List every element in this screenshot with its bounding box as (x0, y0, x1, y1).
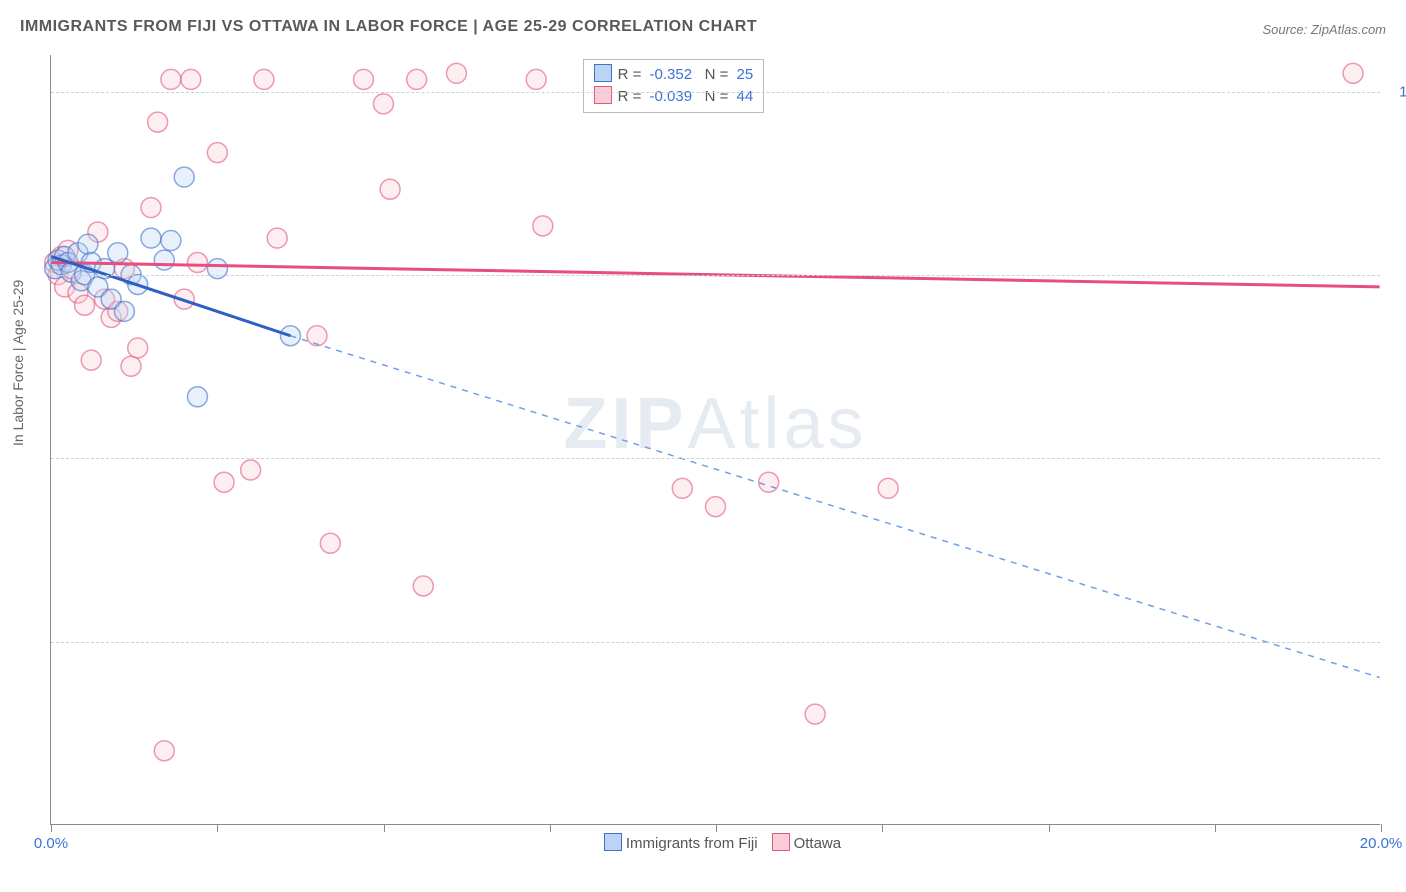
legend-swatch (604, 833, 622, 851)
stat-r-label: R = (618, 66, 642, 83)
regression-line-fiji-extrapolated (290, 336, 1379, 678)
legend-label-ottawa: Ottawa (794, 835, 842, 852)
legend-swatch (594, 64, 612, 82)
scatter-point (526, 69, 546, 89)
scatter-point (141, 228, 161, 248)
scatter-point (307, 326, 327, 346)
scatter-point (805, 704, 825, 724)
gridline-h (51, 275, 1380, 276)
stats-row: R = -0.039 N = 44 (594, 86, 754, 108)
scatter-point (181, 69, 201, 89)
chart-title: IMMIGRANTS FROM FIJI VS OTTAWA IN LABOR … (20, 18, 757, 36)
chart-svg (51, 55, 1380, 824)
source-attribution: Source: ZipAtlas.com (1262, 22, 1386, 37)
scatter-point (446, 63, 466, 83)
y-tick-label: 70.0% (1390, 450, 1406, 467)
plot-area: ZIPAtlas R = -0.352 N = 25R = -0.039 N =… (50, 55, 1380, 825)
scatter-point (354, 69, 374, 89)
scatter-point (108, 243, 128, 263)
scatter-point (533, 216, 553, 236)
stat-n-value: 25 (737, 66, 754, 83)
x-tick-mark (716, 824, 717, 832)
scatter-point (75, 295, 95, 315)
stats-row: R = -0.352 N = 25 (594, 64, 754, 86)
x-tick-label: 0.0% (34, 835, 68, 852)
y-axis-label: In Labor Force | Age 25-29 (10, 280, 26, 446)
scatter-point (148, 112, 168, 132)
y-tick-label: 85.0% (1390, 267, 1406, 284)
scatter-point (1343, 63, 1363, 83)
stat-n-value: 44 (737, 88, 754, 105)
scatter-point (174, 167, 194, 187)
scatter-point (241, 460, 261, 480)
x-tick-mark (1049, 824, 1050, 832)
stat-r-value: -0.039 (650, 88, 693, 105)
scatter-point (320, 533, 340, 553)
scatter-point (121, 356, 141, 376)
scatter-point (114, 301, 134, 321)
scatter-point (207, 143, 227, 163)
x-tick-mark (1381, 824, 1382, 832)
x-tick-mark (882, 824, 883, 832)
scatter-point (187, 253, 207, 273)
stats-legend-box: R = -0.352 N = 25R = -0.039 N = 44 (583, 59, 765, 113)
stat-r-label: R = (618, 88, 642, 105)
x-tick-mark (1215, 824, 1216, 832)
scatter-point (373, 94, 393, 114)
x-tick-mark (384, 824, 385, 832)
scatter-point (214, 472, 234, 492)
legend-label-fiji: Immigrants from Fiji (626, 835, 758, 852)
gridline-h (51, 92, 1380, 93)
x-tick-mark (550, 824, 551, 832)
scatter-point (154, 741, 174, 761)
scatter-point (78, 234, 98, 254)
scatter-point (161, 69, 181, 89)
x-tick-mark (217, 824, 218, 832)
stat-r-value: -0.352 (650, 66, 693, 83)
scatter-point (254, 69, 274, 89)
scatter-point (413, 576, 433, 596)
y-tick-label: 55.0% (1390, 633, 1406, 650)
bottom-legend: Immigrants from Fiji Ottawa (51, 833, 1380, 852)
scatter-point (267, 228, 287, 248)
scatter-point (161, 231, 181, 251)
stat-n-label: N = (705, 66, 729, 83)
scatter-point (706, 497, 726, 517)
stat-n-label: N = (705, 88, 729, 105)
legend-swatch (772, 833, 790, 851)
scatter-point (759, 472, 779, 492)
scatter-point (672, 478, 692, 498)
scatter-point (878, 478, 898, 498)
scatter-point (407, 69, 427, 89)
y-tick-label: 100.0% (1390, 83, 1406, 100)
scatter-point (128, 338, 148, 358)
scatter-point (154, 250, 174, 270)
scatter-point (141, 198, 161, 218)
scatter-point (380, 179, 400, 199)
x-tick-mark (51, 824, 52, 832)
gridline-h (51, 458, 1380, 459)
x-tick-label: 20.0% (1360, 835, 1403, 852)
gridline-h (51, 642, 1380, 643)
scatter-point (187, 387, 207, 407)
legend-swatch (594, 86, 612, 104)
scatter-point (81, 350, 101, 370)
